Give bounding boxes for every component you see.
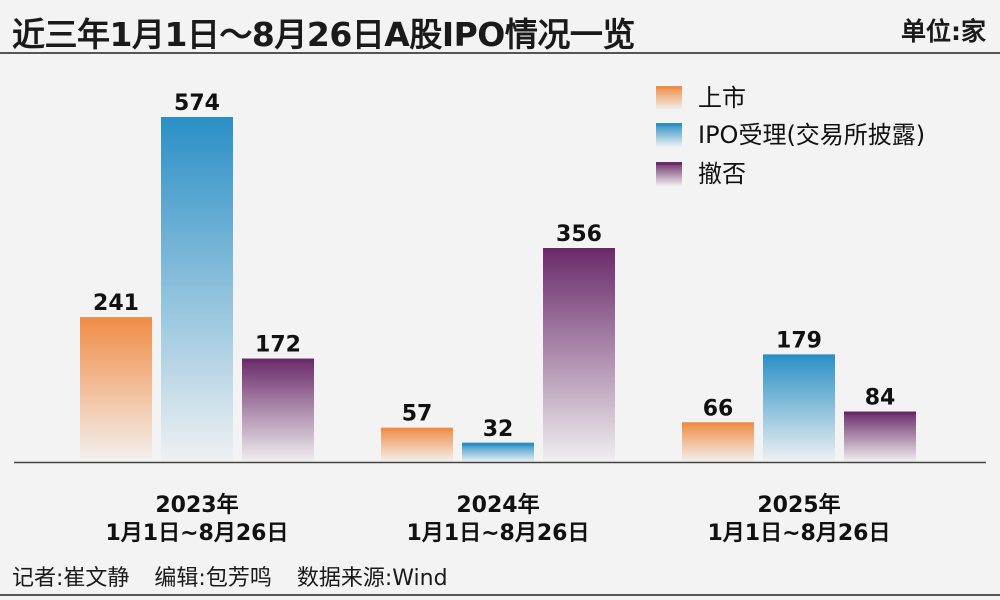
bar-withdrawn-0 [242,358,314,462]
bar-withdrawn-2 [844,411,916,462]
value-label-withdrawn-2: 84 [865,386,896,411]
legend-label-withdrawn: 撤否 [698,160,746,188]
legend-swatch-cap-withdrawn [656,162,682,165]
legend-swatch-ipo_accepted [656,123,682,147]
bar-ipo_accepted-0 [161,117,233,462]
bar-cap-withdrawn-1 [543,248,615,252]
bar-cap-withdrawn-0 [242,358,314,362]
bar-cap-ipo_accepted-0 [161,117,233,120]
bar-ipo_accepted-2 [763,354,835,462]
bar-cap-listing-0 [80,317,152,321]
legend-swatch-withdrawn [656,162,682,186]
footer-credits: 记者:崔文静 编辑:包芳鸣 数据来源:Wind [12,560,466,592]
value-label-ipo_accepted-1: 32 [483,417,514,442]
legend-swatch-cap-ipo_accepted [656,123,682,126]
value-label-withdrawn-0: 172 [255,333,301,358]
category-label-0-line-1: 1月1日~8月26日 [106,521,289,546]
editor-credit: 编辑:包芳鸣 [154,566,272,591]
value-label-ipo_accepted-2: 179 [776,328,822,353]
bar-withdrawn-1 [543,248,615,462]
bar-listing-2 [682,422,754,462]
value-label-ipo_accepted-0: 574 [174,91,220,116]
page-title: 近三年1月1日～8月26日A股IPO情况一览 [12,15,635,54]
reporter-credit: 记者:崔文静 [12,566,130,591]
legend-swatch-listing [656,86,682,110]
category-label-2-line-0: 2025年 [757,492,840,518]
bar-cap-ipo_accepted-2 [763,354,835,358]
bar-listing-0 [80,317,152,462]
category-label-1-line-1: 1月1日~8月26日 [407,521,590,546]
bar-cap-withdrawn-2 [844,411,916,415]
source-credit: 数据来源:Wind [296,566,448,591]
bar-cap-listing-1 [381,427,453,431]
bar-chart: 241 574 172 2023年 1月1日~8月26日 57 32 356 2024年 1月1日… [14,84,986,546]
unit-label: 单位:家 [901,17,986,46]
value-label-listing-0: 241 [93,291,139,316]
bar-ipo_accepted-1 [462,442,534,462]
category-label-2-line-1: 1月1日~8月26日 [708,521,891,546]
title-divider [0,52,1000,54]
legend-label-listing: 上市 [698,84,746,112]
bar-listing-1 [381,427,453,462]
footer-divider [0,594,1000,596]
category-label-1-line-0: 2024年 [456,492,539,518]
category-label-0-line-0: 2023年 [155,492,238,518]
value-label-listing-2: 66 [703,396,734,421]
value-label-withdrawn-1: 356 [556,222,602,247]
value-label-listing-1: 57 [402,402,433,427]
legend-label-ipo_accepted: IPO受理(交易所披露) [698,121,925,149]
legend-swatch-cap-listing [656,86,682,89]
bar-cap-ipo_accepted-1 [462,442,534,446]
bar-cap-listing-2 [682,422,754,426]
